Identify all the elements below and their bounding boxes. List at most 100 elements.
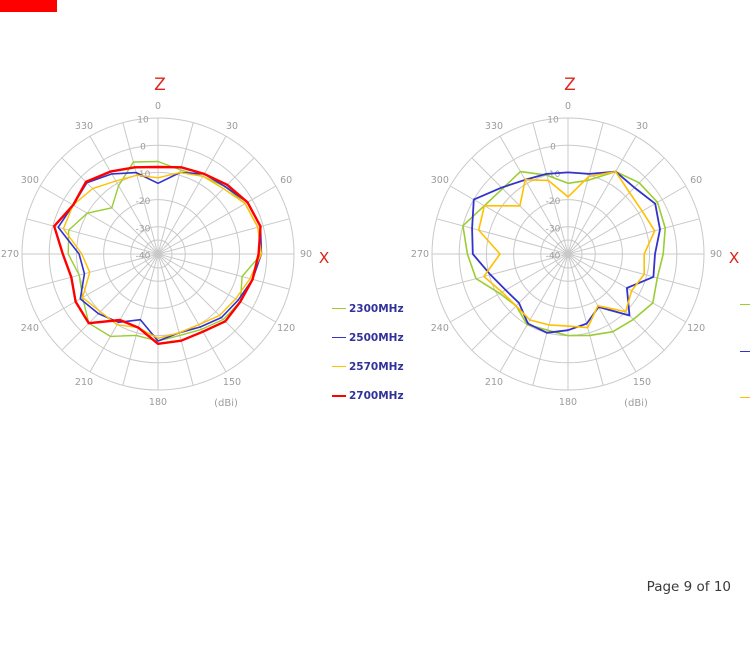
angle-tick-label: 300 [21,175,39,186]
grid-spoke [157,218,290,255]
angle-tick-label: 270 [1,249,19,260]
grid-spoke [39,253,159,323]
grid-spoke [26,218,159,255]
legend-line-swatch-clipped [740,351,750,352]
radial-tick-label: 0 [550,143,556,153]
grid-spoke [26,253,159,290]
grid-spoke [499,253,569,373]
angle-tick-label: 180 [559,397,577,408]
grid-spoke [449,253,569,323]
angle-tick-label: 150 [223,377,241,388]
grid-spoke [157,157,255,255]
legend-label: 2700MHz [349,389,404,402]
angle-tick-label: 90 [710,249,722,260]
series-curve [53,165,262,345]
angle-tick-label: 120 [277,323,295,334]
grid-spoke [157,253,290,290]
grid-spoke [39,185,159,255]
grid-spoke [122,122,159,255]
legend-label: 2500MHz [349,331,404,344]
grid-spoke [499,135,569,255]
radial-tick-label: 10 [137,116,149,126]
plane-axis-label-x: X [729,249,740,267]
grid-spoke [567,253,637,373]
legend-line-swatch [332,337,346,338]
radial-tick-label: -30 [546,224,561,234]
legend-item: 2500MHz [332,323,404,352]
legend-label: 2570MHz [349,360,404,373]
grid-spoke [449,185,569,255]
angle-tick-label: 30 [636,121,648,132]
angle-tick-label: 60 [690,175,702,186]
radial-tick-label: -30 [136,224,151,234]
angle-tick-label: 210 [485,377,503,388]
grid-spoke [567,218,700,255]
grid-spoke [436,253,569,290]
grid-spoke [567,253,665,351]
grid-spoke [471,253,569,351]
legend-label: 2300MHz [349,302,404,315]
angle-tick-label: 270 [411,249,429,260]
legend-line-swatch [332,308,346,309]
legend-item: 2700MHz [332,381,404,410]
angle-tick-label: 0 [565,101,571,112]
grid-spoke [157,253,255,351]
page-number: Page 9 of 10 [646,579,731,595]
grid-spoke [61,157,159,255]
angle-tick-label: 330 [485,121,503,132]
grid-spoke [157,253,194,386]
grid-spoke [567,253,604,386]
angle-tick-label: 60 [280,175,292,186]
series-curve [471,170,661,334]
angle-tick-label: 120 [687,323,705,334]
unit-label: (dBi) [214,398,238,409]
radial-tick-label: 10 [547,116,559,126]
grid-spoke [532,253,569,386]
angle-tick-label: 330 [75,121,93,132]
angle-tick-label: 150 [633,377,651,388]
angle-tick-label: 30 [226,121,238,132]
angle-tick-label: 300 [431,175,449,186]
polar-chart-z-x-right: 0 30 60 90 120 150 180 210 240 270 300 330 10 0 -10 -20… [411,75,740,409]
angle-tick-label: 180 [149,397,167,408]
angle-tick-label: 240 [21,323,39,334]
grid-spoke [567,185,687,255]
radial-tick-label: -10 [546,170,561,180]
legend-item: 2570MHz [332,352,404,381]
legend-item: 2300MHz [332,294,404,323]
legend-line-swatch [332,394,346,397]
angle-tick-label: 240 [431,323,449,334]
grid-spoke [157,185,277,255]
radial-tick-label: -20 [546,197,561,207]
unit-label: (dBi) [624,398,648,409]
grid-spoke [567,253,700,290]
angle-tick-label: 90 [300,249,312,260]
legend-line-swatch-clipped [740,304,750,305]
grid-spoke [157,253,227,373]
polar-chart-z-x-left: 0 30 60 90 120 150 180 210 240 270 300 330 10 0 -10 -20… [1,75,330,409]
grid-spoke [89,135,159,255]
grid-spoke [436,218,569,255]
grid-spoke [157,122,194,255]
plane-axis-label-z: Z [154,75,166,95]
grid-spoke [567,122,604,255]
grid-spoke [157,253,277,323]
grid-spoke [157,135,227,255]
plane-axis-label-z: Z [564,75,576,95]
angle-tick-label: 0 [155,101,161,112]
legend-line-swatch-clipped [740,397,750,398]
series-curve [477,170,656,329]
grid-spoke [61,253,159,351]
top-left-red-bar [0,0,57,12]
legend-line-swatch [332,366,346,367]
angle-tick-label: 210 [75,377,93,388]
grid-spoke [567,157,665,255]
radial-tick-label: -40 [136,252,151,262]
radial-tick-label: -20 [136,197,151,207]
grid-spoke [567,135,637,255]
radial-tick-label: -40 [546,252,561,262]
radial-tick-label: -10 [136,170,151,180]
grid-spoke [89,253,159,373]
plane-axis-label-x: X [319,249,330,267]
